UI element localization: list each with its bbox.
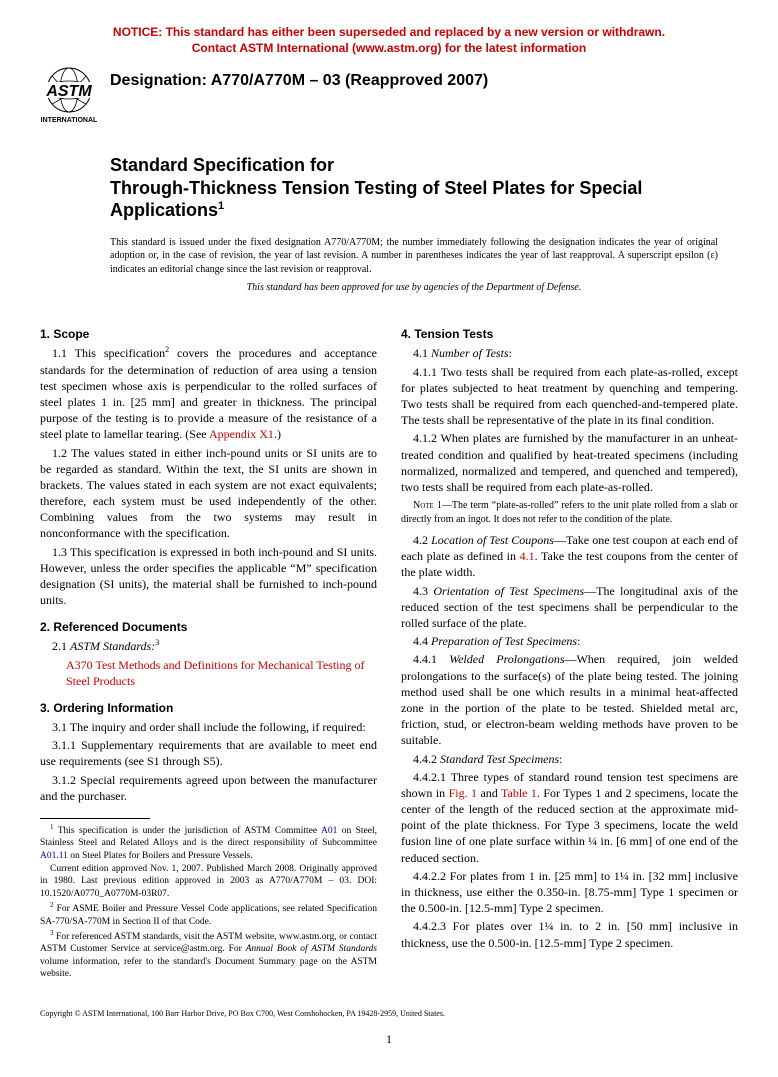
para-3-1-1: 3.1.1 Supplementary requirements that ar… <box>40 737 377 769</box>
notice-line-1: NOTICE: This standard has either been su… <box>113 25 665 39</box>
para-4-4-2-3: 4.4.2.3 For plates over 1¼ in. to 2 in. … <box>401 918 738 950</box>
svg-text:INTERNATIONAL: INTERNATIONAL <box>41 117 98 124</box>
body-columns: 1. Scope 1.1 This specification2 covers … <box>40 315 738 981</box>
link-table-1[interactable]: Table 1 <box>501 786 537 800</box>
link-appendix-x1[interactable]: Appendix X1 <box>209 427 274 441</box>
title-main: Through-Thickness Tension Testing of Ste… <box>110 177 738 222</box>
para-4-1: 4.1 Number of Tests: <box>401 345 738 361</box>
link-4-1[interactable]: 4.1 <box>520 549 535 563</box>
link-a370-title[interactable]: Test Methods and Definitions for Mechani… <box>66 658 365 688</box>
astm-logo: ASTM INTERNATIONAL <box>40 66 98 126</box>
issuance-note: This standard is issued under the fixed … <box>110 236 718 277</box>
footnote-1: 1 This specification is under the jurisd… <box>40 823 377 862</box>
ref-a370: A370 Test Methods and Definitions for Me… <box>52 657 377 689</box>
para-4-1-2: 4.1.2 When plates are furnished by the m… <box>401 430 738 495</box>
notice-banner: NOTICE: This standard has either been su… <box>40 24 738 56</box>
designation-block: Designation: A770/A770M – 03 (Reapproved… <box>110 66 488 90</box>
para-4-4-2-2: 4.4.2.2 For plates from 1 in. [25 mm] to… <box>401 868 738 917</box>
approval-note: This standard has been approved for use … <box>110 282 718 293</box>
para-4-1-1: 4.1.1 Two tests shall be required from e… <box>401 364 738 429</box>
left-column: 1. Scope 1.1 This specification2 covers … <box>40 315 377 981</box>
para-1-3: 1.3 This specification is expressed in b… <box>40 544 377 609</box>
section-4-heading: 4. Tension Tests <box>401 327 738 341</box>
title-block: Standard Specification for Through-Thick… <box>110 154 738 222</box>
designation: Designation: A770/A770M – 03 (Reapproved… <box>110 72 488 90</box>
para-4-2: 4.2 Location of Test Coupons—Take one te… <box>401 532 738 581</box>
para-4-3: 4.3 Orientation of Test Specimens—The lo… <box>401 583 738 632</box>
para-3-1: 3.1 The inquiry and order shall include … <box>40 719 377 735</box>
para-4-4: 4.4 Preparation of Test Specimens: <box>401 633 738 649</box>
para-4-4-2-1: 4.4.2.1 Three types of standard round te… <box>401 769 738 866</box>
title-label: Standard Specification for <box>110 154 738 177</box>
title-sup: 1 <box>218 200 224 212</box>
section-2-heading: 2. Referenced Documents <box>40 620 377 634</box>
link-committee-a01[interactable]: A01 <box>321 826 337 836</box>
para-1-1: 1.1 This specification2 covers the proce… <box>40 345 377 442</box>
footnote-3: 3 For referenced ASTM standards, visit t… <box>40 929 377 981</box>
para-1-2: 1.2 The values stated in either inch-pou… <box>40 445 377 542</box>
copyright-line: Copyright © ASTM International, 100 Barr… <box>40 1009 738 1018</box>
page-number: 1 <box>40 1032 738 1047</box>
svg-text:ASTM: ASTM <box>45 83 92 100</box>
note-1: Note 1—The term “plate-as-rolled” refers… <box>401 499 738 526</box>
link-subcommittee-a0111[interactable]: A01.11 <box>40 851 68 861</box>
para-3-1-2: 3.1.2 Special requirements agreed upon b… <box>40 772 377 804</box>
para-4-4-2: 4.4.2 Standard Test Specimens: <box>401 751 738 767</box>
para-2-1: 2.1 ASTM Standards:3 <box>40 638 377 654</box>
right-column: 4. Tension Tests 4.1 Number of Tests: 4.… <box>401 315 738 981</box>
title-main-text: Through-Thickness Tension Testing of Ste… <box>110 178 642 221</box>
section-1-heading: 1. Scope <box>40 327 377 341</box>
notice-line-2: Contact ASTM International (www.astm.org… <box>192 41 586 55</box>
footnote-divider <box>40 818 150 819</box>
document-page: NOTICE: This standard has either been su… <box>0 0 778 1077</box>
footnote-2: 2 For ASME Boiler and Pressure Vessel Co… <box>40 901 377 928</box>
section-3-heading: 3. Ordering Information <box>40 701 377 715</box>
link-fig-1[interactable]: Fig. 1 <box>449 786 477 800</box>
para-4-4-1: 4.4.1 Welded Prolongations—When required… <box>401 651 738 748</box>
footnote-1-edition: Current edition approved Nov. 1, 2007. P… <box>40 863 377 900</box>
header-row: ASTM INTERNATIONAL Designation: A770/A77… <box>40 66 738 126</box>
link-a370-code[interactable]: A370 <box>66 658 93 672</box>
